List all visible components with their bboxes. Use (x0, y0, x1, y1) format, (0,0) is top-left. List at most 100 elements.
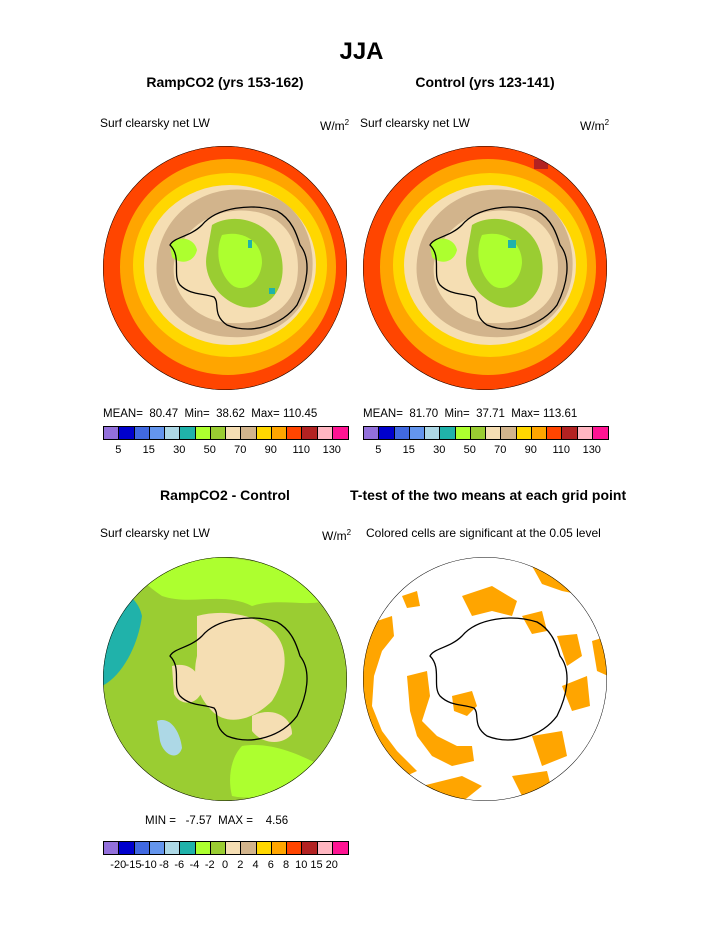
units-label: W/m2 (580, 118, 610, 133)
colorbar-tick-label: 70 (234, 444, 247, 456)
colorbar-tick-label: 110 (292, 444, 311, 456)
units-label: W/m2 (322, 528, 352, 543)
colorbar-swatch (562, 427, 578, 439)
colorbar-swatch (516, 427, 532, 439)
colorbar-tick-label: 90 (264, 444, 277, 456)
colorbar-swatch (241, 427, 257, 439)
colorbar-tick-label: -6 (174, 859, 185, 871)
colorbar-tick-label: -20 (110, 859, 127, 871)
colorbar-swatch (195, 427, 211, 439)
map-difference (103, 557, 347, 801)
region-tan (172, 664, 202, 703)
colorbar-swatch (302, 842, 318, 854)
colorbar-swatch (180, 427, 196, 439)
colorbar-swatch (256, 427, 272, 439)
colorbar-swatch (119, 427, 135, 439)
panel-title-rampco2: RampCO2 (yrs 153-162) (146, 74, 304, 90)
colorbar-tick-label: 15 (310, 859, 323, 871)
coastline (429, 617, 568, 741)
colorbar-swatch (195, 842, 211, 854)
map-significance (363, 557, 607, 801)
coastline (429, 206, 568, 330)
colorbar-bottom-left (103, 841, 349, 855)
colorbar-tick-label: 130 (322, 444, 341, 456)
colorbar-swatch (104, 427, 120, 439)
colorbar-swatch (226, 427, 242, 439)
colorbar-tick-label: 4 (252, 859, 259, 871)
colorbar-tick-label: 50 (203, 444, 216, 456)
panel-title-control: Control (yrs 123-141) (415, 74, 555, 90)
cell-teal (248, 240, 252, 248)
variable-label: Surf clearsky net LW (100, 526, 210, 540)
region-tan (195, 612, 285, 720)
colorbar-swatch (134, 427, 150, 439)
colorbar-tick-label: 8 (282, 859, 290, 871)
colorbar-tick-label: -15 (125, 859, 142, 871)
colorbar-swatch (394, 427, 410, 439)
colorbar-swatch (440, 427, 456, 439)
cell-maroon (534, 159, 548, 169)
colorbar-tick-label: -10 (140, 859, 157, 871)
colorbar-tick-label: 20 (325, 859, 338, 871)
colorbar-swatch (149, 427, 165, 439)
colorbar-swatch (241, 842, 257, 854)
colorbar-tick-label: -2 (204, 859, 215, 871)
units-label: W/m2 (320, 118, 350, 133)
colorbar-tick-label: 0 (221, 859, 229, 871)
colorbar-swatch (317, 842, 333, 854)
colorbar-swatch (409, 427, 425, 439)
colorbar-swatch (165, 842, 181, 854)
colorbar-tick-label: 30 (433, 444, 446, 456)
colorbar-swatch (226, 842, 242, 854)
colorbar-tick-label: 2 (237, 859, 244, 871)
colorbar-swatch (149, 842, 165, 854)
colorbar-swatch (501, 427, 517, 439)
colorbar-swatch (332, 427, 348, 439)
colorbar-swatch (210, 842, 226, 854)
coastline (169, 617, 308, 741)
colorbar-tick-label: 15 (402, 444, 415, 456)
colorbar-swatch (271, 842, 287, 854)
colorbar-swatch (256, 842, 272, 854)
colorbar-ticks-bottom-left: -20 -15 -10 -8 -6 -4 -2 0 2 4 6 8 10 15 20 (103, 859, 347, 873)
colorbar-tick-label: 6 (267, 859, 274, 871)
colorbar-swatch (425, 427, 441, 439)
colorbar-tick-label: 130 (582, 444, 601, 456)
significance-label: Colored cells are significant at the 0.0… (366, 526, 601, 540)
colorbar-ticks-top-right: 5 15 30 50 70 90 110 130 (363, 444, 607, 458)
map-control (363, 146, 607, 390)
stats-line: MIN = -7.57 MAX = 4.56 (145, 815, 289, 827)
cell-teal (269, 288, 275, 294)
colorbar-swatch (134, 842, 150, 854)
colorbar-swatch (455, 427, 471, 439)
colorbar-tick-label: -8 (159, 859, 169, 871)
colorbar-swatch (379, 427, 395, 439)
variable-label: Surf clearsky net LW (100, 116, 210, 130)
colorbar-tick-label: 50 (463, 444, 476, 456)
band-8 (430, 238, 457, 262)
panel-title-ttest: T-test of the two means at each grid poi… (350, 487, 627, 503)
stats-line: MEAN= 81.70 Min= 37.71 Max= 113.61 (363, 408, 578, 420)
colorbar-swatch (317, 427, 333, 439)
colorbar-ticks-top-left: 5 15 30 50 70 90 110 130 (103, 444, 347, 458)
colorbar-swatch (332, 842, 348, 854)
cell-teal (508, 240, 516, 248)
colorbar-swatch (486, 427, 502, 439)
colorbar-swatch (470, 427, 486, 439)
colorbar-swatch (547, 427, 563, 439)
colorbar-swatch (302, 427, 318, 439)
map-rampco2 (103, 146, 347, 390)
colorbar-tick-label: 5 (115, 444, 122, 456)
colorbar-tick-label: -4 (189, 859, 200, 871)
colorbar-tick-label: 90 (524, 444, 537, 456)
colorbar-tick-label: 30 (173, 444, 186, 456)
region-light-blue (157, 720, 182, 756)
stats-line: MEAN= 80.47 Min= 38.62 Max= 110.45 (103, 408, 318, 420)
panel-title-difference: RampCO2 - Control (160, 487, 290, 503)
band-8 (170, 238, 197, 262)
colorbar-swatch (592, 427, 608, 439)
colorbar-top-left (103, 426, 349, 440)
colorbar-tick-label: 110 (552, 444, 571, 456)
colorbar-tick-label: 70 (494, 444, 507, 456)
coastline (169, 206, 308, 330)
